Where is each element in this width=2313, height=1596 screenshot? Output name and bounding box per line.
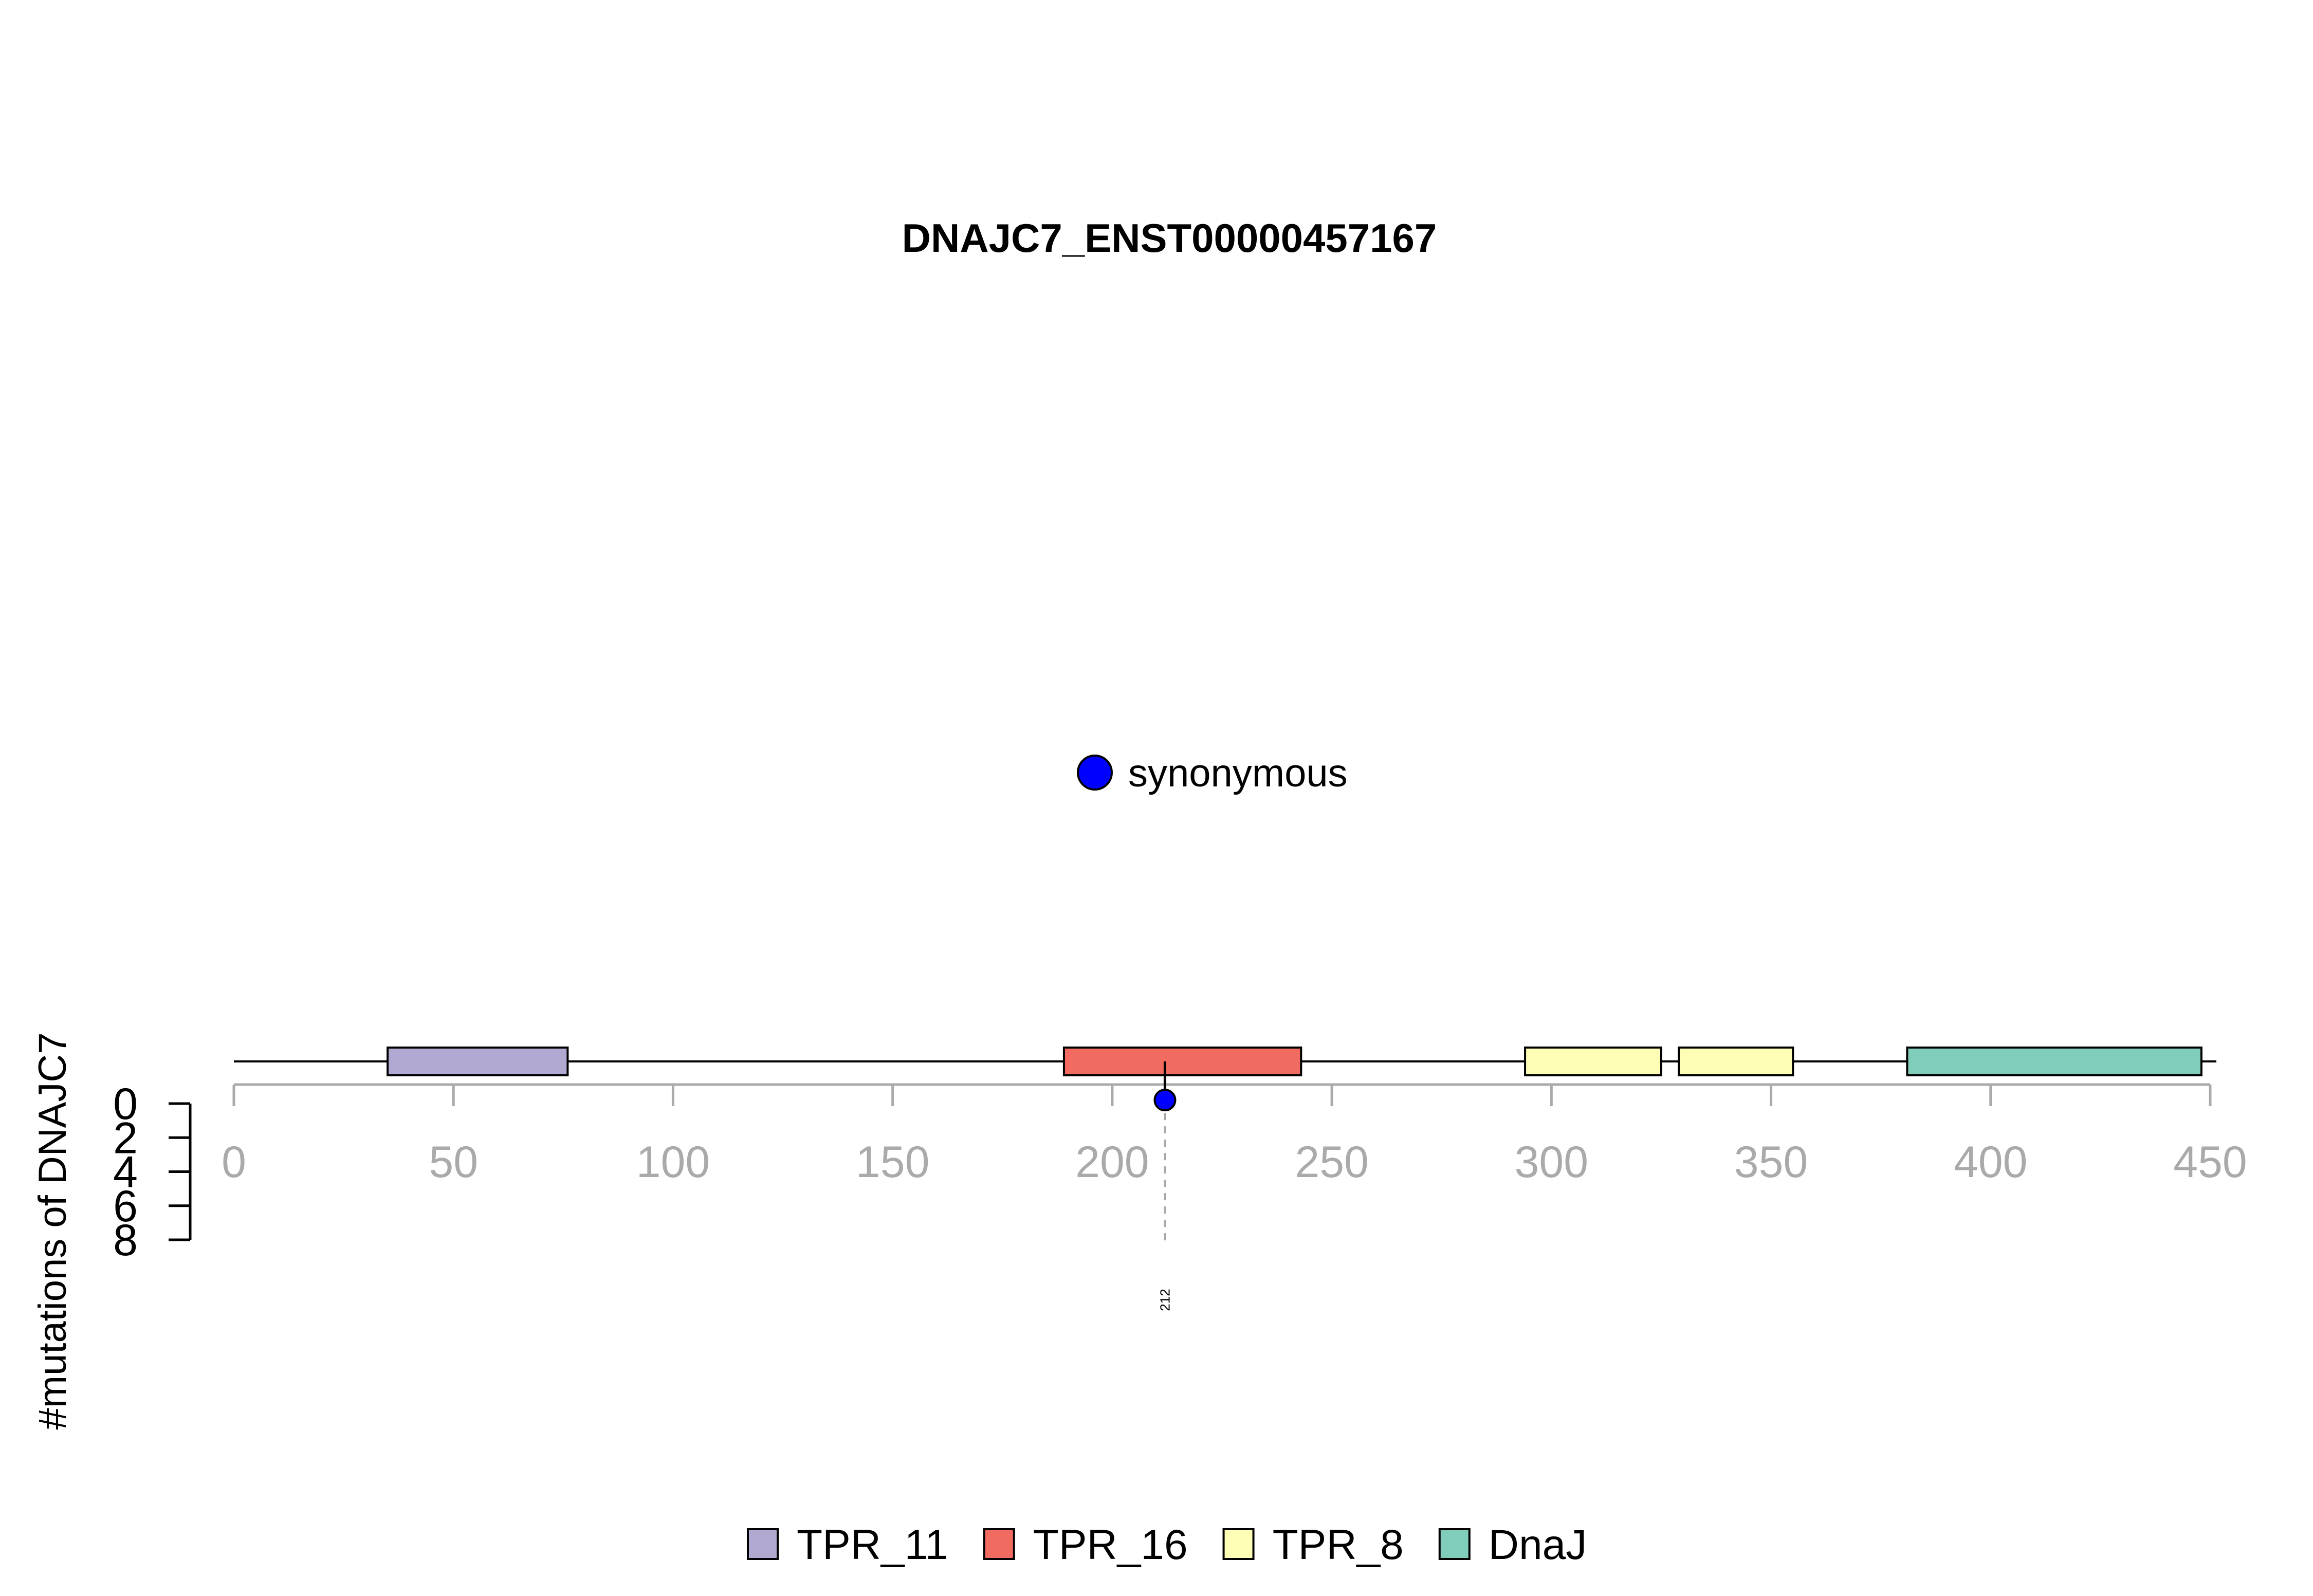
x-axis: 0 50 100 150 200 250 300 350 400 450 bbox=[222, 1083, 2247, 1187]
y-tick-label-8: 8 bbox=[113, 1216, 138, 1265]
x-tick-label-350: 350 bbox=[1734, 1138, 1808, 1187]
x-tick-label-0: 0 bbox=[222, 1138, 246, 1187]
x-tick-label-300: 300 bbox=[1515, 1138, 1589, 1187]
legend-label-TPR_16: TPR_16 bbox=[1033, 1521, 1188, 1568]
legend-swatch-TPR_11 bbox=[747, 1528, 779, 1560]
domain-DnaJ-4 bbox=[1906, 1047, 2202, 1076]
domain-TPR_11-0 bbox=[387, 1047, 569, 1076]
mutation-label-212: 212 bbox=[1157, 1289, 1172, 1311]
chart-title: DNAJC7_ENST00000457167 bbox=[902, 215, 1437, 261]
y-tick-label-4: 4 bbox=[113, 1148, 138, 1197]
legend-swatch-TPR_16 bbox=[983, 1528, 1015, 1560]
x-tick-label-400: 400 bbox=[1954, 1138, 2028, 1187]
mutation-layer: 212 bbox=[1153, 1061, 1177, 1311]
legend-swatch-DnaJ bbox=[1438, 1528, 1471, 1560]
x-tick-label-50: 50 bbox=[429, 1138, 478, 1187]
mutation-point-212 bbox=[1153, 1089, 1177, 1112]
x-tick-label-200: 200 bbox=[1075, 1138, 1149, 1187]
x-tick-label-450: 450 bbox=[2173, 1138, 2247, 1187]
legend-marker-synonymous bbox=[1077, 755, 1113, 791]
x-tick-label-100: 100 bbox=[636, 1138, 710, 1187]
y-tick-label-6: 6 bbox=[113, 1182, 138, 1231]
legend-swatch-TPR_8 bbox=[1222, 1528, 1255, 1560]
legend-label-DnaJ: DnaJ bbox=[1489, 1521, 1587, 1568]
domain-TPR_8-3 bbox=[1678, 1047, 1794, 1076]
legend-label-TPR_11: TPR_11 bbox=[797, 1521, 948, 1568]
x-tick-label-250: 250 bbox=[1295, 1138, 1369, 1187]
x-tick-label-150: 150 bbox=[856, 1138, 930, 1187]
domain-TPR_16-1 bbox=[1062, 1047, 1302, 1076]
domain-TPR_8-2 bbox=[1524, 1047, 1662, 1076]
domain-legend: TPR_11 TPR_16 TPR_8 DnaJ bbox=[747, 1521, 1587, 1568]
legend-label-TPR_8: TPR_8 bbox=[1273, 1521, 1404, 1568]
y-tick-label-0: 0 bbox=[113, 1079, 138, 1129]
mutation-type-legend: synonymous bbox=[1077, 751, 1348, 795]
y-tick-label-2: 2 bbox=[113, 1113, 138, 1163]
y-axis-label: #mutations of DNAJC7 bbox=[31, 1033, 75, 1430]
legend-label-synonymous: synonymous bbox=[1128, 751, 1348, 795]
domain-layer bbox=[387, 1047, 2202, 1076]
